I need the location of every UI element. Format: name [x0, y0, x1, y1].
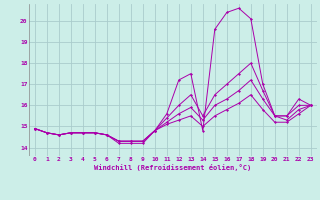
X-axis label: Windchill (Refroidissement éolien,°C): Windchill (Refroidissement éolien,°C) — [94, 164, 252, 171]
